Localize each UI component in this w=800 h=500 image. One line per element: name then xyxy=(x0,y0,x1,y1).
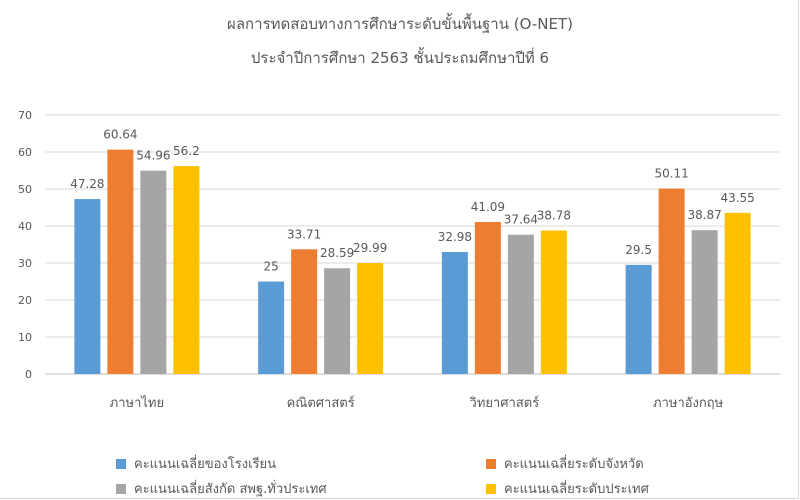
data-label: 28.59 xyxy=(320,246,354,260)
chart-title: ผลการทดสอบทางการศึกษาระดับขั้นพื้นฐาน (O… xyxy=(227,15,573,33)
bar xyxy=(724,212,751,374)
bar xyxy=(357,263,384,374)
bar xyxy=(140,170,167,374)
data-label: 38.78 xyxy=(537,209,571,223)
bar xyxy=(625,264,652,374)
bar xyxy=(658,188,685,374)
data-label: 54.96 xyxy=(136,149,170,163)
legend-label: คะแนนเฉลี่ยของโรงเรียน xyxy=(134,457,276,472)
legend-label: คะแนนเฉลี่ยระดับจังหวัด xyxy=(504,457,644,472)
y-tick-label: 0 xyxy=(25,368,32,381)
bar xyxy=(540,230,567,374)
bar xyxy=(107,149,134,374)
bar xyxy=(291,249,318,374)
y-tick-label: 50 xyxy=(18,183,32,196)
legend-label: คะแนนเฉลี่ยสังกัด สพฐ.ทั่วประเทศ xyxy=(134,482,327,497)
legend-swatch xyxy=(116,458,126,469)
data-label: 37.64 xyxy=(504,213,538,227)
bar xyxy=(258,281,285,374)
y-tick-label: 10 xyxy=(18,331,32,344)
x-tick-label: วิทยาศาสตร์ xyxy=(469,395,539,411)
y-tick-label: 60 xyxy=(18,146,32,159)
chart-subtitle: ประจำปีการศึกษา 2563 ชั้นประถมศึกษาปีที่… xyxy=(250,49,550,67)
data-label: 50.11 xyxy=(654,167,688,181)
bar-chart-plot: 0 10 20 30 40 50 60 70 47.28 60.64 54.96 56.2 ภาษาไท… xyxy=(18,109,780,411)
data-label: 29.99 xyxy=(353,241,387,255)
data-label: 38.87 xyxy=(687,208,721,222)
chart-legend: คะแนนเฉลี่ยของโรงเรียน คะแนนเฉลี่ยระดับจั… xyxy=(0,448,800,500)
x-tick-label: ภาษาไทย xyxy=(110,395,164,411)
legend-swatch xyxy=(486,483,496,494)
legend-swatch xyxy=(116,483,126,494)
legend-item: คะแนนเฉลี่ยระดับประเทศ xyxy=(486,478,649,499)
x-tick-label: ภาษาอังกฤษ xyxy=(653,396,724,411)
data-label: 29.5 xyxy=(625,243,652,257)
bar xyxy=(74,199,101,374)
data-label: 32.98 xyxy=(438,230,472,244)
legend-item: คะแนนเฉลี่ยของโรงเรียน xyxy=(116,453,276,474)
bar xyxy=(324,268,351,374)
legend-item: คะแนนเฉลี่ยสังกัด สพฐ.ทั่วประเทศ xyxy=(116,478,327,499)
legend-swatch xyxy=(486,458,496,469)
bar xyxy=(691,230,718,374)
y-tick-label: 20 xyxy=(18,294,32,307)
data-label: 47.28 xyxy=(70,177,104,191)
y-tick-label: 30 xyxy=(18,257,32,270)
data-label: 25 xyxy=(263,260,278,274)
y-tick-label: 70 xyxy=(18,109,32,122)
bar xyxy=(441,251,468,374)
legend-label: คะแนนเฉลี่ยระดับประเทศ xyxy=(504,482,649,497)
legend-item: คะแนนเฉลี่ยระดับจังหวัด xyxy=(486,453,644,474)
data-label: 56.2 xyxy=(173,144,200,158)
data-label: 43.55 xyxy=(720,191,754,205)
data-label: 41.09 xyxy=(471,200,505,214)
data-label: 33.71 xyxy=(287,227,321,241)
y-tick-label: 40 xyxy=(18,220,32,233)
data-label: 60.64 xyxy=(103,128,137,142)
x-tick-label: คณิตศาสตร์ xyxy=(287,395,355,411)
bar xyxy=(474,221,501,374)
bar xyxy=(507,234,534,374)
bar xyxy=(173,166,200,374)
